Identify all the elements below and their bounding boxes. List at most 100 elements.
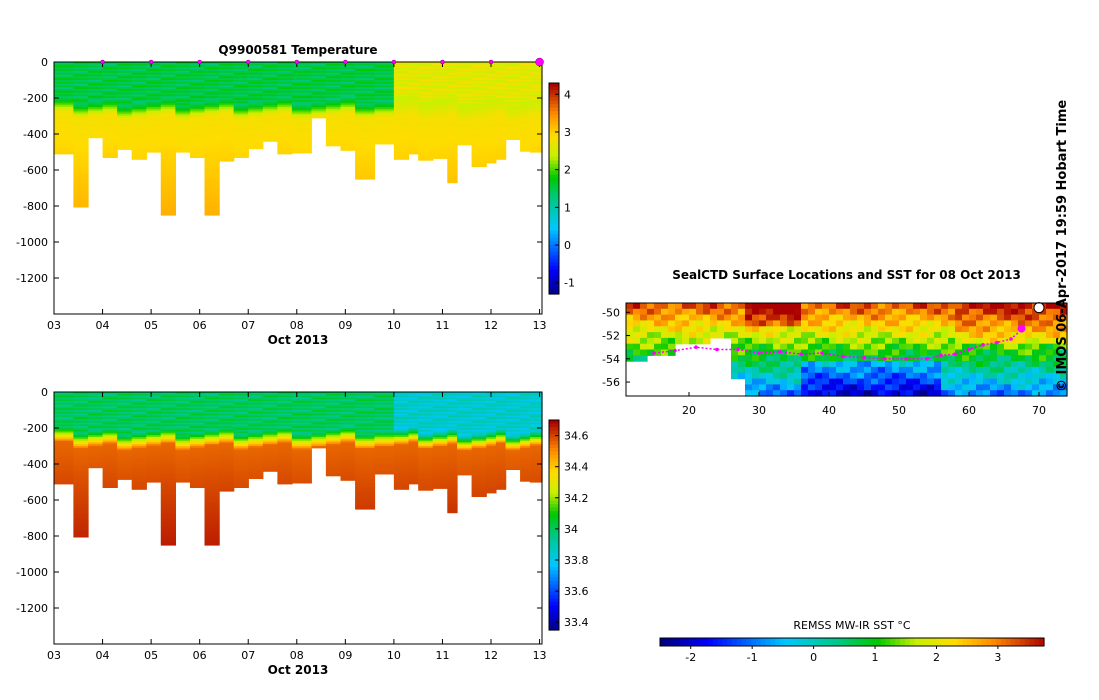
profile-cell: [447, 161, 458, 164]
profile-cell: [219, 99, 235, 103]
profile-cell: [204, 96, 220, 99]
profile-cell: [160, 523, 176, 526]
sst-cell: [787, 390, 795, 397]
profile-cell: [204, 543, 220, 546]
profile-cell: [529, 80, 543, 83]
profile-cell: [277, 94, 293, 97]
profile-cell: [520, 101, 531, 104]
profile-cell: [190, 482, 206, 485]
profile-cell: [291, 62, 312, 65]
profile-cell: [529, 473, 543, 476]
profile-cell: [175, 456, 191, 460]
profile-cell: [471, 62, 487, 65]
sst-cell: [626, 303, 634, 310]
sst-cell: [969, 332, 977, 339]
profile-cell: [495, 117, 507, 121]
profile-cell: [432, 135, 448, 139]
sst-cell: [668, 343, 676, 351]
profile-cell: [520, 143, 531, 146]
profile-cell: [204, 494, 220, 497]
profile-cell: [160, 415, 176, 418]
profile-cell: [505, 410, 521, 413]
profile-cell: [175, 148, 191, 151]
profile-cell: [505, 460, 521, 463]
profile-cell: [190, 444, 206, 447]
profile-cell: [495, 447, 507, 451]
profile-cell: [233, 460, 249, 463]
profile-cell: [54, 433, 74, 436]
sst-colorbar-segment: [727, 638, 733, 646]
profile-cell: [160, 474, 176, 478]
sst-colorbar-segment: [1020, 638, 1026, 646]
sst-cell: [1060, 390, 1068, 397]
sst-cell: [633, 326, 641, 333]
sst-cell: [1032, 349, 1040, 356]
profile-cell: [529, 458, 543, 461]
sst-cell: [1053, 384, 1061, 391]
colorbar-segment: [549, 234, 559, 239]
profile-cell: [131, 94, 147, 97]
profile-cell: [131, 153, 147, 157]
sst-colorbar-segment: [996, 638, 1002, 646]
profile-cell: [73, 162, 89, 166]
profile-cell: [204, 537, 220, 541]
sst-cell: [787, 303, 795, 310]
profile-cell: [340, 99, 356, 103]
profile-cell: [311, 444, 327, 447]
profile-cell: [277, 411, 293, 415]
profile-cell: [204, 191, 220, 194]
sst-colorbar-segment: [924, 638, 930, 646]
profile-cell: [54, 110, 74, 113]
sst-cell: [773, 303, 781, 310]
profile-cell: [447, 175, 458, 178]
profile-cell: [190, 433, 206, 436]
sst-cell: [661, 337, 669, 345]
profile-cell: [393, 108, 410, 112]
sst-cell: [815, 303, 823, 310]
profile-cell: [160, 85, 176, 88]
profile-cell: [355, 464, 376, 467]
profile-cell: [175, 465, 191, 469]
profile-cell: [73, 200, 89, 203]
profile-cell: [102, 132, 118, 135]
profile-cell: [447, 474, 458, 478]
sst-cell: [780, 326, 788, 333]
profile-cell: [88, 74, 104, 77]
sst-cell: [962, 390, 970, 397]
profile-cell: [471, 152, 487, 155]
profile-cell: [291, 105, 312, 108]
profile-cell: [204, 447, 220, 451]
sst-cell: [794, 372, 802, 380]
profile-cell: [277, 471, 293, 474]
profile-cell: [447, 62, 458, 65]
profile-cell: [520, 404, 531, 407]
profile-cell: [432, 103, 448, 106]
profile-cell: [146, 419, 162, 422]
profile-cell: [73, 456, 89, 460]
profile-cell: [277, 80, 293, 83]
profile-cell: [131, 90, 147, 94]
colorbar-segment: [549, 602, 559, 607]
colorbar-segment: [549, 588, 559, 593]
profile-cell: [291, 435, 312, 438]
profile-cell: [418, 438, 434, 442]
profile-cell: [457, 134, 473, 137]
profile-cell: [447, 476, 458, 479]
profile-cell: [495, 487, 507, 490]
profile-cell: [262, 465, 278, 469]
profile-cell: [204, 159, 220, 162]
profile-cell: [457, 465, 473, 469]
profile-cell: [529, 116, 543, 119]
sst-cell: [843, 378, 851, 385]
profile-cell: [73, 447, 89, 451]
profile-cell: [248, 438, 264, 442]
profile-cell: [486, 469, 497, 472]
profile-cell: [340, 417, 356, 420]
profile-cell: [529, 134, 543, 137]
profile-cell: [233, 108, 249, 112]
profile-cell: [175, 469, 191, 472]
sst-cell: [857, 361, 865, 368]
profile-cell: [374, 471, 395, 474]
profile-cell: [277, 92, 293, 95]
profile-cell: [233, 123, 249, 126]
